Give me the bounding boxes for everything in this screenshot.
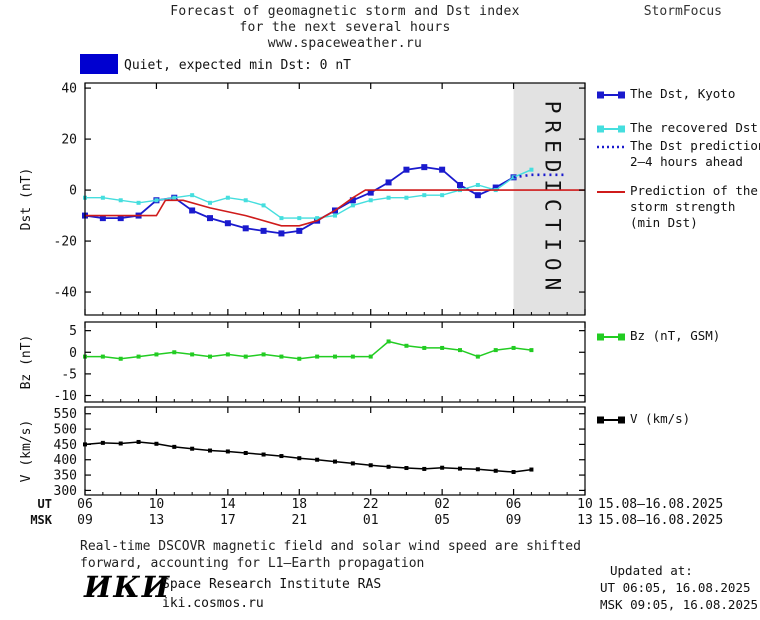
svg-text:400: 400 <box>54 453 77 468</box>
legend-item-3: The Dst prediction 2–4 hours ahead <box>597 138 760 170</box>
legend-marker-icon <box>597 145 625 149</box>
svg-text:300: 300 <box>54 484 77 499</box>
legend-marker-icon <box>597 91 625 99</box>
legend-item-5: Bz (nT, GSM) <box>597 328 720 344</box>
svg-text:05: 05 <box>434 513 450 528</box>
svg-text:17: 17 <box>220 513 236 528</box>
institute-site-link[interactable]: iki.cosmos.ru <box>162 596 264 611</box>
brand-stormfocus: StormFocus <box>643 4 722 19</box>
legend-label: Prediction of the storm strength (min Dst) <box>630 183 758 230</box>
svg-text:13: 13 <box>577 513 593 528</box>
legend-marker-icon <box>597 191 625 193</box>
svg-text:06: 06 <box>506 497 522 512</box>
legend-item-2: The recovered Dst <box>597 120 758 136</box>
legend-marker-icon <box>597 416 625 424</box>
svg-text:09: 09 <box>77 513 93 528</box>
svg-text:Bz (nT): Bz (nT) <box>19 335 34 390</box>
title-line-1: Forecast of geomagnetic storm and Dst in… <box>170 4 520 19</box>
legend-item-1: The Dst, Kyoto <box>597 86 735 102</box>
legend-item-4: Prediction of the storm strength (min Dst) <box>597 183 758 231</box>
svg-text:18: 18 <box>291 497 307 512</box>
svg-text:UT: UT <box>38 497 52 511</box>
legend-label: The Dst, Kyoto <box>630 86 736 101</box>
footnote-line-1: Real-time DSCOVR magnetic field and sola… <box>80 539 581 554</box>
legend-item-6: V (km/s) <box>597 411 690 427</box>
svg-text:V (km/s): V (km/s) <box>19 420 34 483</box>
legend-label: Bz (nT, GSM) <box>630 328 721 343</box>
title-line-2: for the next several hours <box>239 20 451 35</box>
svg-text:10: 10 <box>149 497 165 512</box>
svg-text:-40: -40 <box>54 286 77 301</box>
svg-text:06: 06 <box>77 497 93 512</box>
status-text: Quiet, expected min Dst: 0 nT <box>124 58 351 73</box>
svg-text:13: 13 <box>149 513 165 528</box>
svg-text:14: 14 <box>220 497 236 512</box>
footnote: Real-time DSCOVR magnetic field and sola… <box>80 538 581 572</box>
updated-msk: MSK 09:05, 16.08.2025 <box>600 597 759 612</box>
svg-text:550: 550 <box>54 407 77 422</box>
page-title: Forecast of geomagnetic storm and Dst in… <box>95 4 595 52</box>
svg-text:-20: -20 <box>54 235 77 250</box>
svg-text:21: 21 <box>291 513 307 528</box>
svg-text:15.08–16.08.2025: 15.08–16.08.2025 <box>598 497 723 512</box>
svg-text:350: 350 <box>54 469 77 484</box>
institute-name: Space Research Institute RAS <box>162 577 382 592</box>
updated-label: Updated at: <box>610 563 693 578</box>
svg-text:22: 22 <box>363 497 379 512</box>
svg-text:09: 09 <box>506 513 522 528</box>
legend-label: The Dst prediction 2–4 hours ahead <box>630 138 760 169</box>
forecast-chart: PREDICTION 40 20 0 -20 -40 Dst (nT) 5 0 -5 -10 Bz (… <box>19 82 723 528</box>
svg-text:0: 0 <box>69 346 77 361</box>
svg-text:450: 450 <box>54 438 77 453</box>
svg-text:5: 5 <box>69 324 77 339</box>
svg-text:-10: -10 <box>54 389 77 404</box>
svg-text:20: 20 <box>61 133 77 148</box>
svg-text:MSK: MSK <box>30 513 52 527</box>
site-url-link[interactable]: www.spaceweather.ru <box>267 36 423 51</box>
svg-text:500: 500 <box>54 423 77 438</box>
updated-block: Updated at: UT 06:05, 16.08.2025 MSK 09:… <box>600 562 758 613</box>
svg-text:-5: -5 <box>61 367 77 382</box>
svg-text:01: 01 <box>363 513 379 528</box>
svg-text:10: 10 <box>577 497 593 512</box>
legend-marker-icon <box>597 125 625 133</box>
legend-marker-icon <box>597 333 625 341</box>
svg-text:40: 40 <box>61 82 77 97</box>
svg-text:02: 02 <box>434 497 450 512</box>
updated-ut: UT 06:05, 16.08.2025 <box>600 580 751 595</box>
svg-text:Dst (nT): Dst (nT) <box>19 168 34 231</box>
footnote-line-2: forward, accounting for L1–Earth propaga… <box>80 556 425 571</box>
status-color-swatch <box>80 54 118 74</box>
svg-text:0: 0 <box>69 184 77 199</box>
legend-label: The recovered Dst <box>630 120 758 135</box>
iki-logo: ИКИ <box>84 570 172 604</box>
svg-text:PREDICTION: PREDICTION <box>540 101 564 297</box>
legend-label: V (km/s) <box>630 411 691 426</box>
svg-text:15.08–16.08.2025: 15.08–16.08.2025 <box>598 513 723 528</box>
